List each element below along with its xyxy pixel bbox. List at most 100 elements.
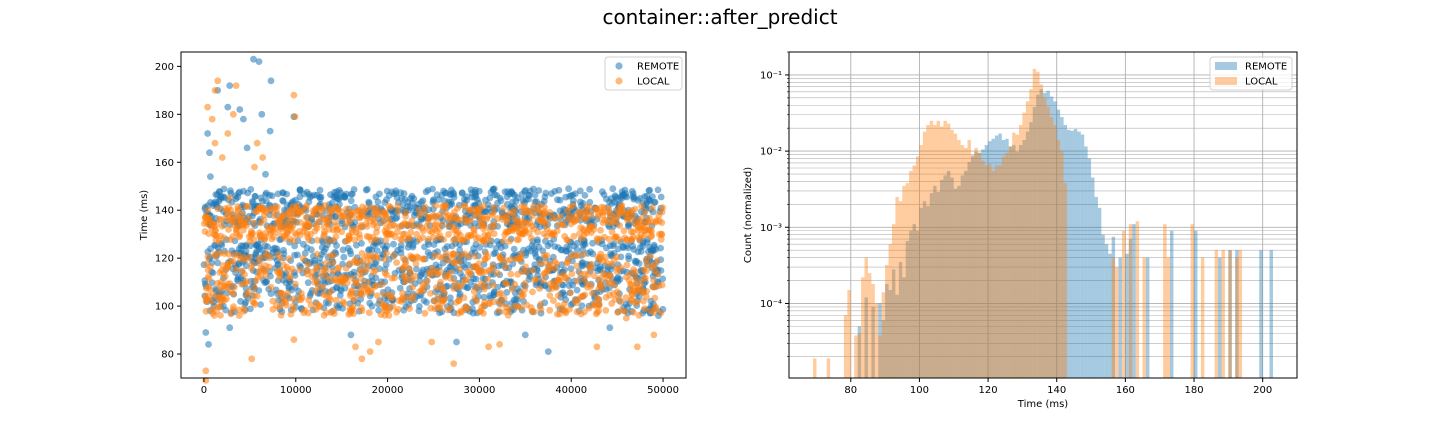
- scatter-x-tick-label: 10000: [280, 385, 312, 396]
- histogram-bar: [1073, 129, 1078, 378]
- scatter-point: [518, 292, 526, 300]
- scatter-point: [399, 289, 406, 297]
- scatter-point: [319, 283, 327, 291]
- histogram-bar: [854, 335, 858, 378]
- scatter-point: [290, 91, 298, 99]
- scatter-point: [257, 301, 264, 308]
- histogram-bar: [878, 335, 882, 378]
- scatter-point: [470, 206, 477, 214]
- scatter-point: [589, 289, 596, 297]
- scatter-point: [350, 258, 358, 266]
- scatter-point: [376, 190, 383, 198]
- scatter-point: [286, 274, 294, 282]
- histogram-bar: [891, 269, 896, 378]
- scatter-point: [377, 311, 385, 318]
- scatter-point: [609, 185, 617, 193]
- scatter-point: [283, 190, 290, 198]
- scatter-point: [437, 278, 444, 286]
- scatter-point: [425, 214, 433, 222]
- scatter-point: [214, 77, 222, 85]
- scatter-point: [238, 281, 246, 288]
- histogram-bar: [1005, 152, 1009, 378]
- scatter-point: [472, 186, 479, 194]
- histogram-bar: [994, 135, 999, 378]
- scatter-point: [450, 360, 458, 367]
- scatter-point: [460, 202, 468, 210]
- histogram-bar: [929, 120, 934, 378]
- scatter-point: [489, 209, 497, 216]
- histogram-bar: [878, 303, 882, 378]
- scatter-point: [379, 219, 386, 226]
- scatter-point: [285, 255, 293, 262]
- scatter-point: [266, 254, 274, 262]
- scatter-point: [428, 338, 436, 346]
- scatter-point: [581, 308, 588, 316]
- scatter-point: [313, 250, 321, 258]
- histogram-bar: [885, 284, 889, 378]
- scatter-point: [439, 203, 446, 210]
- scatter-point: [239, 226, 247, 234]
- scatter-point: [362, 186, 370, 194]
- histogram-x-tick-label: 140: [1047, 385, 1066, 396]
- histogram-bar: [1005, 138, 1009, 378]
- histogram-bar: [943, 120, 947, 378]
- scatter-point: [495, 262, 503, 270]
- scatter-point: [415, 206, 423, 214]
- scatter-point: [617, 298, 625, 306]
- scatter-point: [454, 204, 461, 212]
- scatter-point: [214, 205, 222, 213]
- scatter-point: [434, 293, 442, 301]
- scatter-point: [516, 256, 524, 263]
- scatter-point: [356, 259, 364, 267]
- scatter-point: [458, 189, 466, 197]
- scatter-point: [511, 214, 519, 222]
- scatter-point: [322, 259, 330, 267]
- scatter-point: [220, 193, 227, 201]
- scatter-point: [279, 197, 286, 204]
- scatter-point: [333, 283, 340, 291]
- scatter-point: [446, 294, 454, 302]
- scatter-point: [508, 286, 516, 293]
- scatter-x-tick-label: 40000: [555, 385, 587, 396]
- histogram-bar: [981, 160, 985, 378]
- scatter-point: [409, 295, 416, 303]
- scatter-point: [423, 222, 431, 230]
- histogram-bar: [1008, 146, 1013, 378]
- scatter-point: [644, 217, 652, 225]
- histogram-bar: [1235, 250, 1239, 378]
- scatter-point: [348, 226, 356, 233]
- scatter-point: [431, 225, 439, 233]
- scatter-point: [413, 265, 420, 273]
- scatter-y-tick-label: 140: [155, 206, 174, 217]
- scatter-point: [232, 82, 240, 89]
- histogram-grid: [789, 51, 1297, 378]
- scatter-point: [402, 221, 410, 228]
- histogram-bar: [929, 193, 934, 378]
- scatter-point: [243, 278, 251, 285]
- scatter-point: [329, 268, 337, 275]
- scatter-point: [501, 242, 509, 250]
- scatter-point: [203, 260, 211, 268]
- scatter-point: [571, 251, 579, 259]
- histogram-bar: [1132, 224, 1136, 378]
- scatter-point: [419, 227, 427, 235]
- scatter-point: [368, 204, 376, 211]
- scatter-point: [437, 284, 445, 291]
- scatter-point: [304, 260, 312, 268]
- scatter-point: [236, 216, 244, 223]
- histogram-bar: [964, 147, 968, 378]
- histogram-bar: [946, 170, 951, 378]
- scatter-point: [485, 300, 493, 307]
- scatter-point: [283, 263, 291, 271]
- scatter-point: [551, 188, 559, 195]
- histogram-bar: [881, 292, 886, 378]
- scatter-point: [287, 206, 294, 214]
- histogram-bar: [1036, 71, 1040, 378]
- scatter-point: [480, 309, 487, 317]
- histogram-bar: [991, 138, 995, 378]
- scatter-point: [259, 154, 267, 161]
- scatter-point: [599, 188, 606, 196]
- scatter-point: [612, 193, 619, 201]
- scatter-point: [476, 204, 484, 212]
- scatter-point: [381, 269, 389, 277]
